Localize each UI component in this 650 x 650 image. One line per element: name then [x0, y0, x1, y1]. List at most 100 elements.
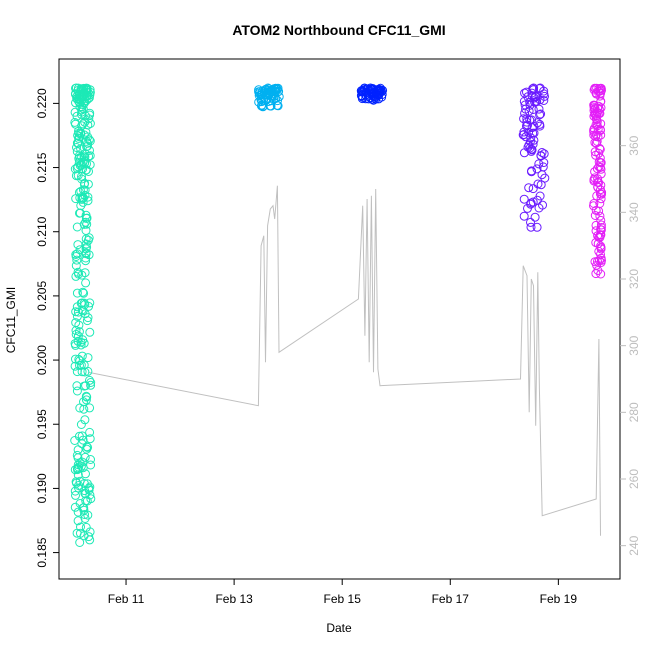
- data-point: [271, 94, 281, 103]
- data-point: [266, 91, 276, 101]
- data-point: [84, 151, 94, 161]
- data-point: [84, 532, 94, 542]
- series-1: [70, 83, 96, 547]
- data-point: [76, 201, 86, 211]
- data-point: [83, 366, 93, 376]
- data-point: [84, 167, 93, 176]
- data-point: [85, 482, 95, 492]
- y2-tick-label: 320: [627, 269, 641, 289]
- data-point: [75, 528, 85, 538]
- data-point: [76, 337, 86, 347]
- data-point: [84, 301, 94, 311]
- data-point: [80, 510, 89, 519]
- series-3: [356, 83, 388, 105]
- data-point: [82, 316, 92, 326]
- data-point: [590, 257, 600, 267]
- altitude-line: [88, 185, 601, 536]
- data-point: [77, 270, 87, 280]
- data-point: [86, 378, 96, 387]
- points-layer: [70, 83, 607, 547]
- data-point: [81, 522, 91, 532]
- y-tick-label: 0.195: [35, 409, 49, 439]
- data-point: [530, 212, 540, 222]
- y-tick-label: 0.220: [35, 88, 49, 118]
- data-point: [264, 86, 274, 96]
- data-point: [73, 307, 83, 317]
- data-point: [74, 327, 84, 337]
- data-point: [596, 169, 606, 179]
- data-point: [81, 256, 91, 266]
- data-point: [85, 434, 95, 444]
- data-point: [86, 455, 95, 464]
- data-point: [73, 240, 83, 250]
- x-tick-label: Feb 13: [215, 592, 253, 606]
- data-point: [76, 522, 85, 532]
- data-point: [72, 288, 82, 298]
- data-point: [85, 108, 95, 118]
- data-point: [528, 197, 538, 207]
- data-point: [254, 97, 264, 107]
- data-point: [81, 278, 91, 288]
- data-point: [73, 516, 83, 526]
- data-point: [596, 119, 606, 129]
- data-point: [591, 150, 601, 160]
- data-point: [83, 141, 92, 151]
- data-point: [77, 96, 87, 106]
- data-point: [522, 117, 532, 127]
- data-point: [523, 203, 532, 213]
- data-point: [597, 85, 606, 95]
- data-point: [72, 381, 82, 391]
- y-axis-label: CFC11_GMI: [4, 287, 18, 353]
- data-point: [591, 205, 601, 215]
- data-point: [78, 306, 88, 316]
- data-point: [79, 404, 89, 414]
- data-point: [75, 208, 85, 218]
- data-point: [532, 164, 542, 174]
- x-axis: Feb 11 Feb 13 Feb 15 Feb 17 Feb 19: [108, 578, 577, 606]
- data-point: [590, 147, 600, 157]
- y-tick-label: 0.200: [35, 345, 49, 375]
- data-point: [84, 135, 94, 145]
- data-point: [84, 114, 94, 124]
- series-5: [589, 83, 607, 279]
- data-point: [358, 86, 367, 96]
- y-axis: 0.185 0.190 0.195 0.200 0.205 0.210 0.215 0.220: [35, 88, 59, 568]
- data-point: [78, 335, 88, 345]
- data-point: [74, 462, 84, 472]
- data-point: [81, 391, 91, 401]
- data-point: [595, 153, 605, 163]
- data-point: [74, 354, 84, 364]
- data-point: [71, 490, 80, 500]
- data-point: [591, 120, 601, 130]
- data-point: [519, 211, 529, 221]
- data-point: [525, 115, 535, 125]
- data-point: [83, 120, 93, 130]
- data-point: [78, 157, 88, 167]
- data-point: [521, 132, 531, 142]
- x-tick-label: Feb 11: [108, 592, 145, 606]
- data-point: [519, 130, 529, 139]
- data-point: [82, 136, 91, 146]
- data-point: [591, 220, 601, 230]
- data-point: [591, 132, 601, 141]
- data-point: [532, 222, 542, 232]
- data-point: [72, 143, 81, 152]
- data-point: [534, 84, 544, 94]
- data-point: [589, 85, 599, 95]
- x-axis-label: Date: [326, 621, 352, 635]
- data-point: [529, 128, 539, 138]
- data-point: [596, 215, 606, 225]
- data-point: [81, 210, 91, 220]
- data-point: [70, 361, 80, 371]
- data-point: [594, 256, 604, 266]
- data-point: [596, 194, 606, 204]
- data-point: [74, 431, 84, 441]
- data-point: [589, 201, 598, 211]
- data-point: [71, 250, 81, 259]
- data-point: [519, 194, 529, 204]
- data-point: [81, 469, 90, 479]
- data-point: [539, 86, 549, 96]
- data-point: [70, 486, 80, 496]
- data-point: [78, 119, 88, 129]
- x-tick-label: Feb 17: [432, 592, 470, 606]
